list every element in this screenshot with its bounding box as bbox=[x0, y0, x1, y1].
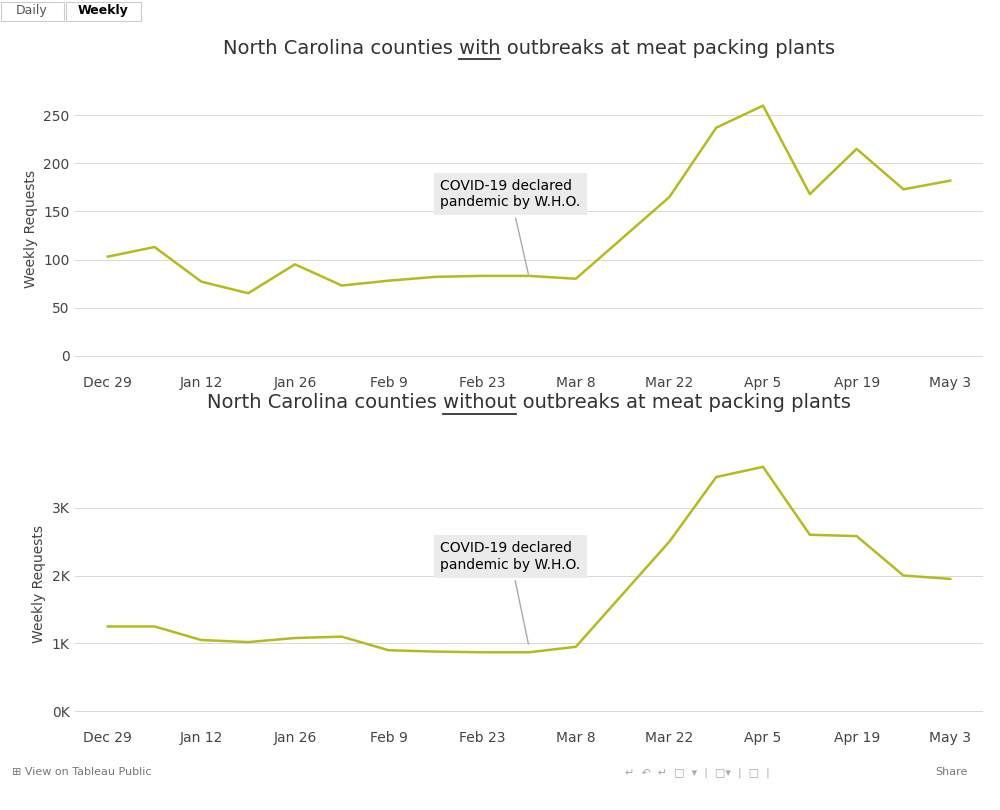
FancyBboxPatch shape bbox=[66, 2, 141, 21]
Text: ⊞ View on Tableau Public: ⊞ View on Tableau Public bbox=[12, 768, 152, 778]
Text: ↵  ↶  ↵  □  ▾  |  □▾  |  □  |: ↵ ↶ ↵ □ ▾ | □▾ | □ | bbox=[625, 768, 770, 778]
Text: COVID-19 declared
pandemic by W.H.O.: COVID-19 declared pandemic by W.H.O. bbox=[440, 179, 580, 274]
Text: Share: Share bbox=[935, 768, 967, 778]
Y-axis label: Weekly Requests: Weekly Requests bbox=[32, 525, 46, 643]
Text: COVID-19 declared
pandemic by W.H.O.: COVID-19 declared pandemic by W.H.O. bbox=[440, 541, 580, 644]
Y-axis label: Weekly Requests: Weekly Requests bbox=[24, 170, 38, 288]
Text: North Carolina counties without outbreaks at meat packing plants: North Carolina counties without outbreak… bbox=[207, 394, 851, 412]
Text: North Carolina counties with outbreaks at meat packing plants: North Carolina counties with outbreaks a… bbox=[223, 39, 835, 58]
Text: Weekly: Weekly bbox=[78, 4, 128, 17]
Text: Daily: Daily bbox=[16, 4, 48, 17]
FancyBboxPatch shape bbox=[1, 2, 64, 21]
